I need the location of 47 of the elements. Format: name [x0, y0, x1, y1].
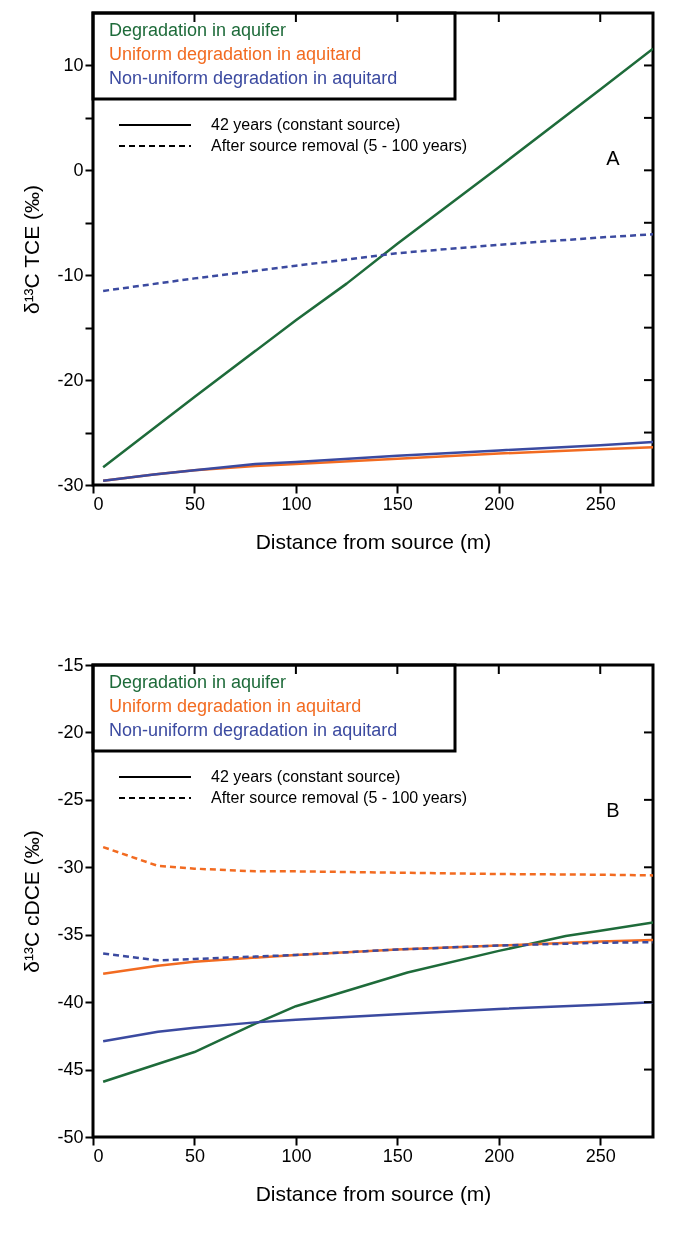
annotation: After source removal (5 - 100 years)	[211, 137, 468, 154]
text: Non-uniform degradation in aquitard	[109, 68, 398, 88]
x-tick-label: 200	[484, 493, 515, 514]
annotation: 42 years (constant source)	[211, 116, 401, 133]
x-tick-label: 50	[184, 493, 205, 514]
y-tick-label: -20	[57, 369, 84, 390]
line-series	[101, 940, 653, 962]
x-tick-label: 0	[93, 493, 104, 514]
x-tick-label: 150	[382, 493, 413, 514]
annotation: B	[606, 799, 620, 821]
y-tick-label: -40	[57, 991, 84, 1012]
y-tick-label: -15	[57, 654, 84, 675]
line-series	[101, 921, 653, 1083]
y-tick-label: -30	[57, 856, 84, 877]
y-axis-title: δ¹³C TCE (‰)	[20, 184, 44, 315]
y-tick-label: -25	[57, 789, 84, 810]
x-tick-label: 0	[93, 1145, 104, 1166]
annotation: After source removal (5 - 100 years)	[211, 789, 468, 806]
x-tick-label: 200	[484, 1145, 515, 1166]
line-series	[101, 845, 653, 877]
text: Uniform degradation in aquitard	[109, 696, 362, 716]
x-tick-label: 250	[585, 1145, 616, 1166]
y-tick-label: 10	[63, 54, 84, 75]
y-tick-label: 0	[73, 159, 84, 180]
x-tick-label: 100	[281, 493, 312, 514]
text: Uniform degradation in aquitard	[109, 44, 362, 64]
y-axis-title: δ¹³C cDCE (‰)	[20, 830, 44, 973]
line-series	[101, 47, 653, 469]
y-tick-label: -20	[57, 721, 84, 742]
annotation: 42 years (constant source)	[211, 768, 401, 785]
x-axis-title: Distance from source (m)	[255, 529, 492, 553]
x-axis-title: Distance from source (m)	[255, 1181, 492, 1205]
text: Degradation in aquifer	[109, 672, 287, 692]
y-tick-label: -10	[57, 264, 84, 285]
x-tick-label: 250	[585, 493, 616, 514]
text: Non-uniform degradation in aquitard	[109, 720, 398, 740]
y-tick-label: -50	[57, 1126, 84, 1147]
text: Degradation in aquifer	[109, 20, 287, 40]
line-series	[101, 1000, 653, 1043]
x-tick-label: 100	[281, 1145, 312, 1166]
x-tick-label: 50	[184, 1145, 205, 1166]
y-tick-label: -45	[57, 1059, 84, 1080]
y-tick-label: -35	[57, 924, 84, 945]
line-series	[101, 233, 653, 293]
annotation: A	[606, 147, 621, 169]
y-tick-label: -30	[57, 474, 84, 495]
x-tick-label: 150	[382, 1145, 413, 1166]
